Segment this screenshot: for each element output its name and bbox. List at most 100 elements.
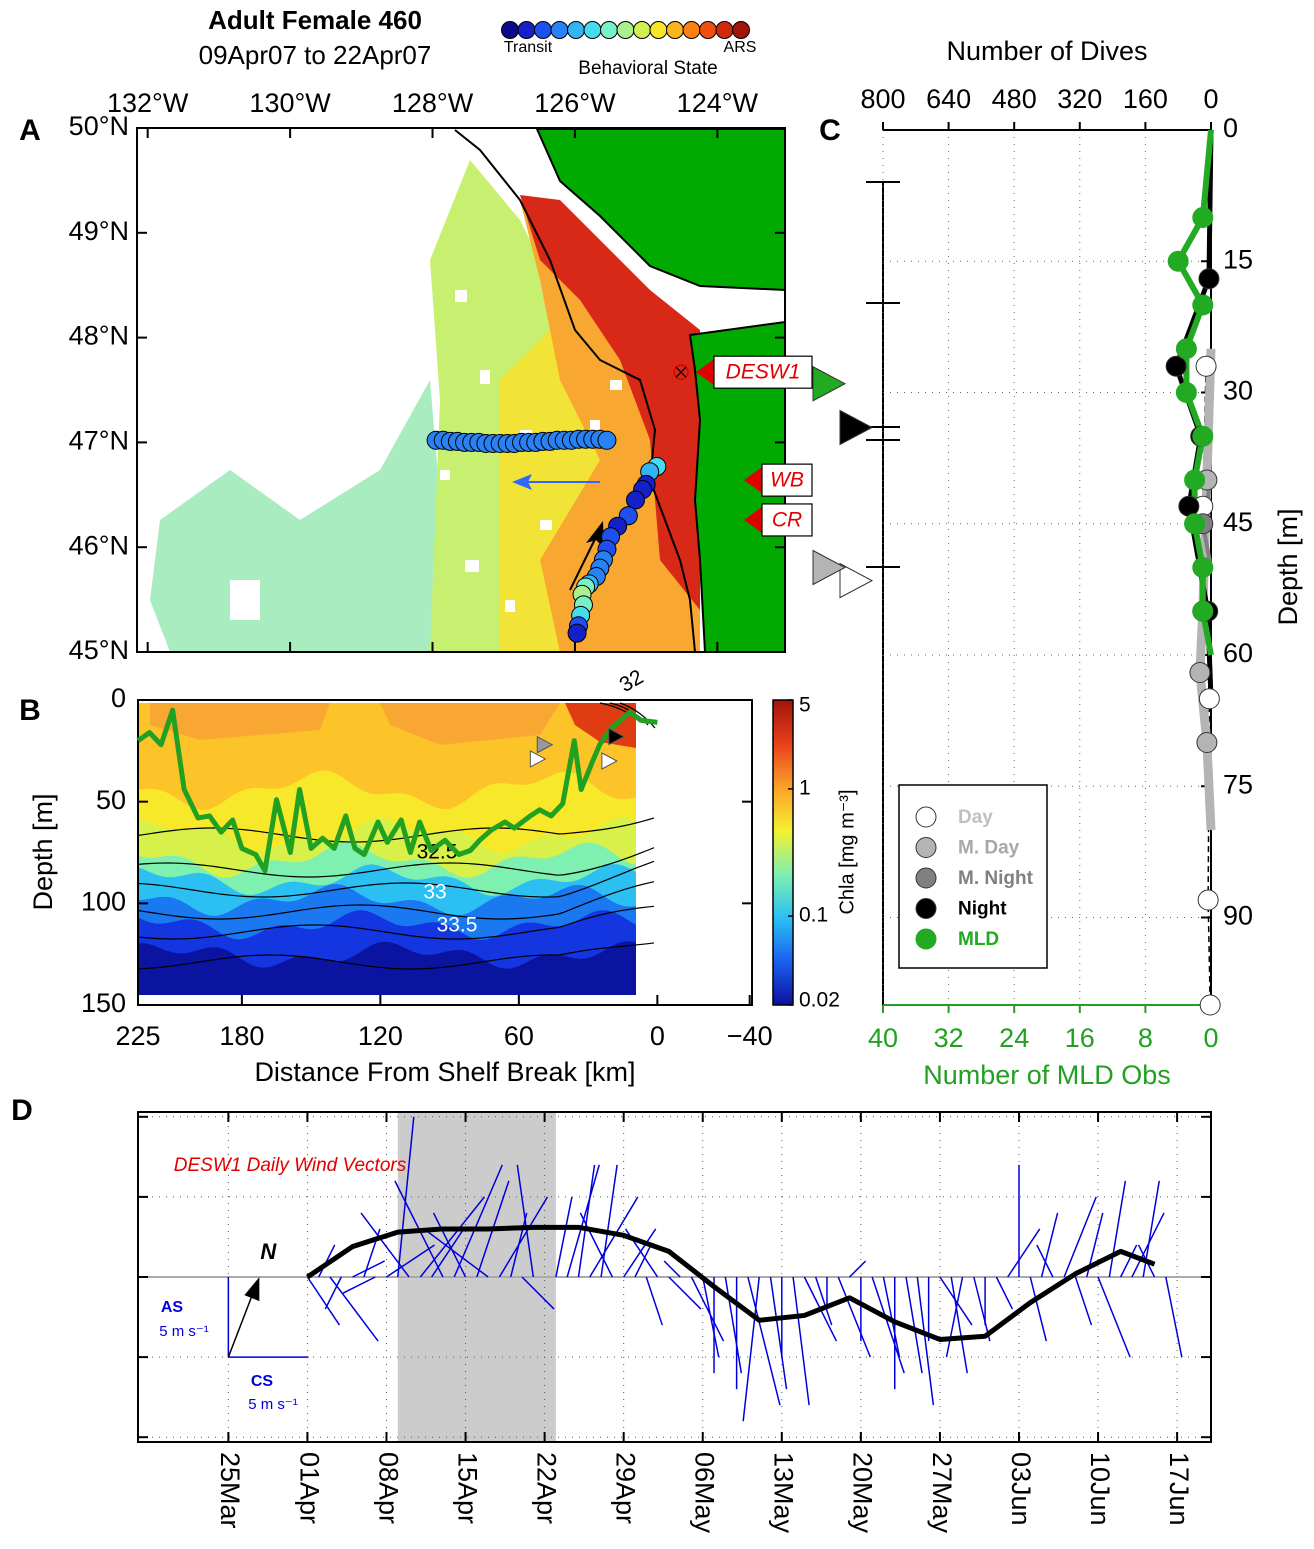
wind-stick: [792, 1276, 810, 1406]
x-tick-label: 29Apr: [611, 1452, 641, 1524]
wind-stick: [555, 1196, 573, 1278]
wind-stick: [1040, 1212, 1059, 1278]
station-box: [761, 463, 813, 497]
wind-stick: [916, 1276, 935, 1406]
legend-marker: [915, 867, 937, 889]
y-axis-label: Depth [m]: [28, 793, 58, 910]
colorbar-tick-label: 1: [799, 776, 811, 799]
state-swatch: [682, 21, 701, 39]
x-tick-label: 120: [358, 1021, 403, 1051]
wind-stick: [950, 1276, 968, 1374]
legend-marker: [915, 928, 937, 950]
profile-point: [1175, 338, 1197, 360]
wind-stick: [882, 1276, 901, 1358]
x-tick-label: −40: [727, 1021, 773, 1051]
station-box: [713, 355, 813, 389]
x-tick-label: 126°W: [534, 88, 616, 118]
arrow-head: [586, 521, 604, 548]
y-tick-label: 150: [81, 988, 126, 1018]
mean-depth-marker: [839, 409, 874, 446]
wind-stick: [521, 1276, 555, 1310]
profile-point: [1178, 495, 1200, 517]
contour: [137, 881, 655, 920]
x-tick-label: 15Apr: [452, 1452, 482, 1524]
wind-stick: [516, 1164, 535, 1278]
x-tick-label: 60: [504, 1021, 534, 1051]
station-pointer: [696, 359, 714, 386]
track-point: [625, 490, 645, 510]
y-tick-label: 45°N: [69, 635, 129, 665]
y-tick-label: 90: [1223, 901, 1253, 931]
colorbar-tick-label: 5: [799, 694, 811, 717]
y-tick-label: 50: [96, 785, 126, 815]
state-swatch: [732, 21, 750, 39]
wind-stick: [386, 1244, 435, 1278]
state-high-label: ARS: [724, 39, 757, 56]
wind-stick: [1007, 1228, 1041, 1278]
station-cross: [675, 366, 687, 378]
state-swatch: [649, 21, 668, 39]
wind-stick: [329, 1276, 379, 1342]
panel-letter: A: [19, 114, 41, 147]
state-swatch: [633, 21, 651, 39]
wind-stick: [1108, 1180, 1127, 1278]
field-layer: [150, 703, 560, 745]
mean-depth-marker: [839, 562, 874, 599]
colorbar-tick-label: 0.1: [799, 904, 828, 927]
state-swatch: [699, 21, 717, 39]
profile-point: [1195, 355, 1217, 377]
colorbar-label: Chla [mg m⁻³]: [836, 789, 858, 914]
cross-label: CS: [251, 1373, 274, 1390]
top-tick-label: 160: [1123, 84, 1168, 114]
wind-stick: [431, 1228, 465, 1278]
profile-point: [1199, 994, 1221, 1016]
legend-label: Day: [958, 807, 993, 828]
y-tick-label: 30: [1223, 376, 1253, 406]
station-label: DESW1: [726, 361, 801, 384]
profile-point: [1192, 600, 1214, 622]
wind-stick: [589, 1196, 639, 1278]
profile-point: [1175, 382, 1197, 403]
subtitle: 09Apr07 to 22Apr07: [199, 40, 432, 70]
wind-stick: [702, 1276, 720, 1358]
wind-stick: [397, 1116, 415, 1278]
wind-stick: [509, 1212, 528, 1278]
x-tick-label: 20May: [848, 1452, 878, 1534]
shelf-break: [454, 129, 696, 653]
track-point: [567, 623, 587, 643]
profile-point: [1198, 268, 1220, 290]
panel-letter: B: [19, 694, 41, 727]
station-pointer: [744, 467, 762, 494]
contour-label: 33: [423, 881, 446, 904]
y-tick-label: 50°N: [69, 111, 129, 141]
legend-label: M. Night: [958, 868, 1034, 889]
profile-point: [1184, 469, 1206, 491]
arrow-head: [512, 474, 532, 490]
wind-stick: [814, 1276, 833, 1326]
y-tick-label: 46°N: [69, 530, 129, 560]
state-swatch: [715, 21, 734, 39]
y-tick-label: 15: [1223, 244, 1253, 274]
x-tick-label: 08Apr: [373, 1452, 403, 1524]
profile-point: [1196, 732, 1218, 753]
arrow: [569, 534, 598, 591]
state-low-label: Transit: [504, 39, 553, 56]
wind-stick: [1074, 1276, 1093, 1326]
colorbar: [772, 699, 794, 1006]
profile-point: [1192, 294, 1214, 316]
y-axis-label: Depth [m]: [1273, 508, 1303, 625]
wind-stick: [432, 1212, 467, 1278]
wind-stick: [905, 1276, 923, 1374]
x-tick-label: 124°W: [677, 88, 759, 118]
profile-point: [1192, 557, 1214, 578]
x-tick-label: 25Mar: [215, 1452, 245, 1529]
track-point: [597, 430, 617, 450]
profile-point: [1197, 889, 1219, 911]
contour: [137, 860, 655, 898]
wind-stick: [945, 1276, 964, 1358]
panel-letter: C: [819, 114, 841, 147]
wind-stick: [663, 1260, 681, 1278]
x-tick-label: 10Jun: [1085, 1452, 1115, 1526]
bottom-tick-label: 40: [868, 1023, 898, 1053]
y-tick-label: 0: [1223, 113, 1238, 143]
